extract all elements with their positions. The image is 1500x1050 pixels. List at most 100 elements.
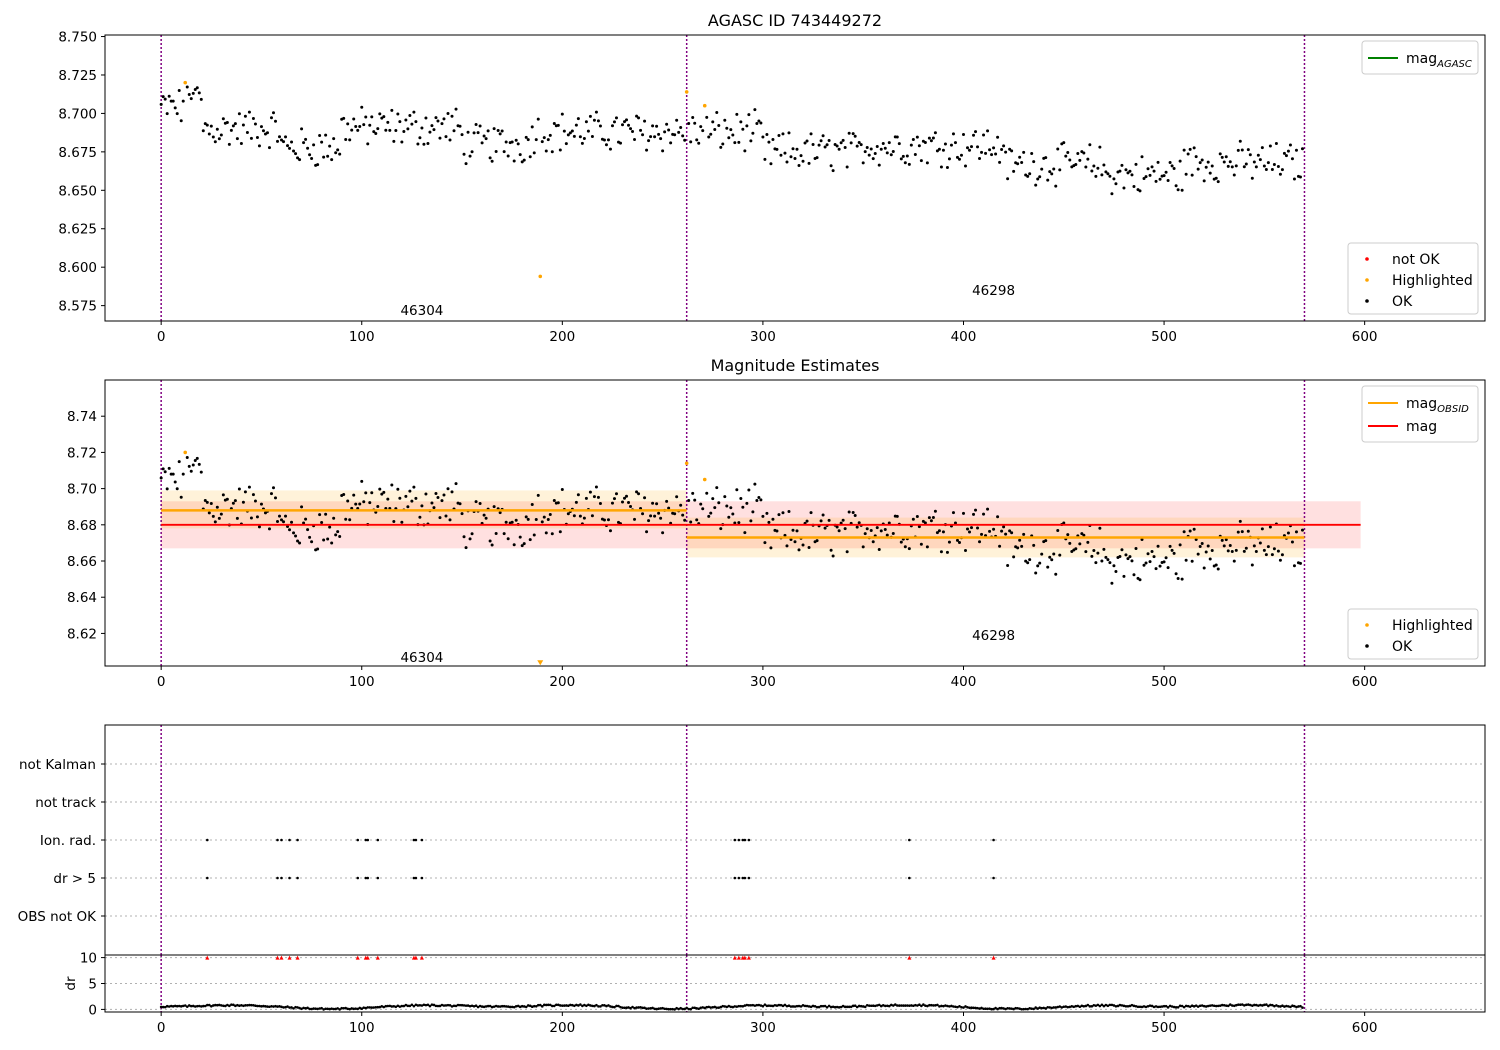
data-point-ok xyxy=(885,533,889,537)
dr-clipped-marker xyxy=(732,955,737,960)
data-point-ok xyxy=(574,500,578,504)
dr-point xyxy=(498,1005,502,1008)
data-point-ok xyxy=(1124,553,1128,557)
data-point-ok xyxy=(578,135,582,139)
dr-point xyxy=(573,1004,576,1008)
data-point-ok xyxy=(324,133,328,137)
data-point-ok xyxy=(1086,157,1090,161)
data-point-ok xyxy=(320,520,324,524)
data-point-ok xyxy=(336,530,340,534)
data-point-ok xyxy=(853,514,857,518)
data-point-ok xyxy=(939,550,943,554)
data-point-ok xyxy=(949,143,953,147)
data-point-ok xyxy=(243,114,247,118)
flag-point xyxy=(743,838,747,842)
data-point-ok xyxy=(342,492,346,496)
data-point-ok xyxy=(1122,186,1126,190)
dr-point xyxy=(254,1004,257,1008)
dr-point xyxy=(763,1003,767,1006)
dr-point xyxy=(191,1004,195,1008)
dr-point xyxy=(1232,1004,1236,1008)
dr-point xyxy=(1287,1005,1290,1008)
flag-point xyxy=(992,876,995,880)
data-point-ok xyxy=(374,131,378,135)
data-point-ok xyxy=(719,145,723,149)
data-point-ok xyxy=(729,128,733,132)
data-point-ok xyxy=(939,165,943,169)
data-point-ok xyxy=(627,123,631,127)
dr-point xyxy=(1267,1004,1270,1008)
data-point-ok xyxy=(592,118,596,122)
data-point-ok xyxy=(1202,179,1206,183)
data-point-ok xyxy=(797,163,801,167)
data-point-ok xyxy=(863,532,867,536)
data-point-ok xyxy=(1292,177,1296,181)
dr-point xyxy=(1096,1003,1100,1007)
dr-point xyxy=(444,1004,448,1007)
data-point-ok xyxy=(1238,519,1242,523)
dr-point xyxy=(1138,1005,1142,1009)
data-point-ok xyxy=(482,134,486,138)
data-point-ok xyxy=(835,525,839,529)
data-point-ok xyxy=(957,541,961,545)
dr-point xyxy=(889,1003,893,1007)
data-point-ok xyxy=(777,133,781,137)
dr-point xyxy=(1110,1003,1114,1007)
data-point-ok xyxy=(781,511,785,515)
legend-box xyxy=(1361,40,1479,75)
data-point-ok xyxy=(422,142,426,146)
dr-point xyxy=(205,1003,209,1007)
data-point-ok xyxy=(877,548,881,552)
dr-point xyxy=(679,1006,682,1010)
dr-point xyxy=(867,1004,871,1007)
data-point-ok xyxy=(542,515,546,519)
data-point-ok xyxy=(404,118,408,122)
data-point-ok xyxy=(645,530,649,534)
data-point-ok xyxy=(1254,165,1258,169)
legend-box xyxy=(1347,242,1479,315)
data-point-ok xyxy=(1126,557,1130,561)
data-point-ok xyxy=(711,497,715,501)
dr-point xyxy=(392,1004,396,1008)
dr-point xyxy=(458,1003,462,1007)
data-point-ok xyxy=(1158,177,1162,181)
data-point-ok xyxy=(1256,153,1260,157)
data-point-ok xyxy=(1250,563,1254,567)
flag-point xyxy=(737,876,741,880)
data-point-ok xyxy=(1010,149,1014,153)
data-point-ok xyxy=(723,118,727,122)
dr-point xyxy=(962,1006,965,1009)
data-point-ok xyxy=(1140,155,1144,159)
dr-point xyxy=(1297,1005,1300,1008)
data-point-ok xyxy=(819,519,823,523)
dr-point xyxy=(621,1006,624,1009)
data-point-ok xyxy=(247,110,251,114)
dr-point xyxy=(179,1005,183,1008)
dr-point xyxy=(1030,1007,1033,1010)
data-point-ok xyxy=(779,153,783,157)
data-point-ok xyxy=(1260,146,1264,150)
dr-point xyxy=(785,1004,789,1008)
data-point-ok xyxy=(881,141,885,145)
dr-point xyxy=(827,1004,831,1008)
data-point-ok xyxy=(249,516,253,520)
data-point-ok xyxy=(618,141,622,145)
data-point-ok xyxy=(1198,161,1202,165)
data-point-ok xyxy=(727,136,731,140)
dr-point xyxy=(378,1005,382,1009)
dr-point xyxy=(538,1003,542,1007)
data-point-ok xyxy=(1076,152,1080,156)
data-point-ok xyxy=(1148,173,1152,177)
data-point-ok xyxy=(253,122,257,126)
dr-point xyxy=(761,1004,765,1008)
dr-point xyxy=(540,1005,544,1008)
data-point-ok xyxy=(201,129,205,133)
data-point-ok xyxy=(805,519,809,523)
dr-point xyxy=(246,1003,249,1007)
dr-point xyxy=(490,1005,494,1009)
data-point-ok xyxy=(348,518,352,522)
dr-point xyxy=(232,1003,235,1007)
dr-point xyxy=(1206,1004,1210,1008)
